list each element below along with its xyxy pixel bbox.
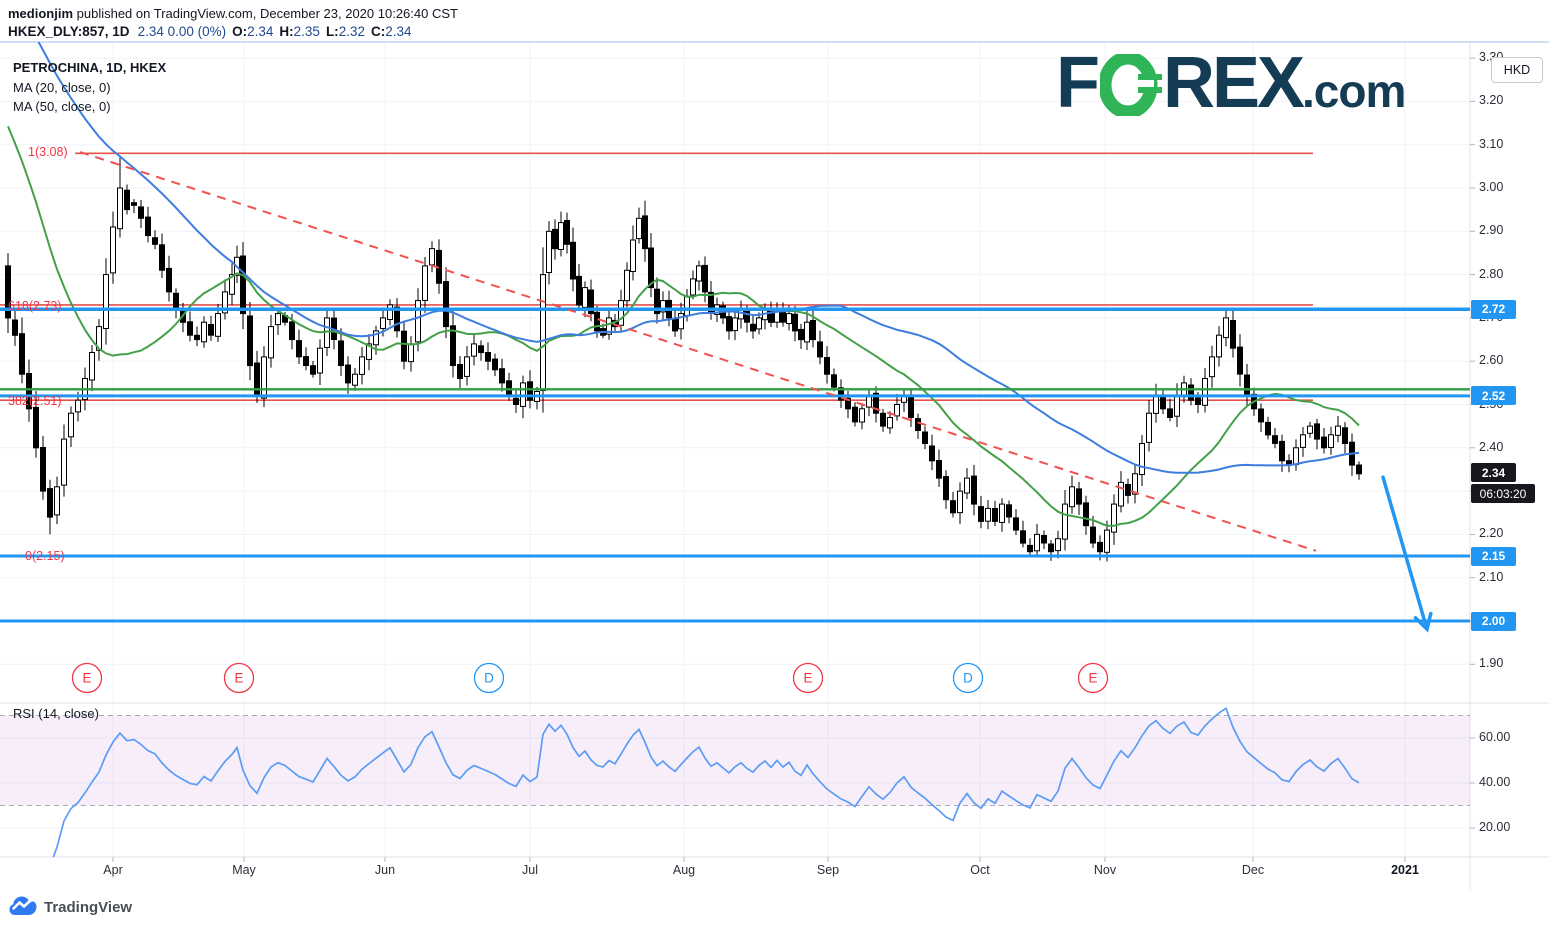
fib-level-label[interactable]: 1(3.08) — [28, 145, 68, 160]
tradingview-footer[interactable]: TradingView — [9, 894, 132, 921]
earnings-marker[interactable]: E — [71, 662, 103, 694]
earnings-marker[interactable]: E — [223, 662, 255, 694]
price-tick: 3.10 — [1479, 136, 1504, 151]
price-tick: 3.00 — [1479, 180, 1504, 194]
time-axis-label: Jul — [522, 863, 538, 877]
svg-text:E: E — [234, 671, 243, 686]
price-change: 2.34 0.00 (0%) — [137, 24, 227, 39]
forex-logo-com: .com — [1302, 65, 1406, 117]
fib-level-label[interactable]: 382(2.51) — [8, 394, 62, 409]
low-value: 2.32 — [338, 24, 365, 39]
countdown-badge: 06:03:20 — [1471, 484, 1535, 503]
svg-text:E: E — [1088, 671, 1097, 686]
tradingview-brand-text: TradingView — [44, 899, 133, 916]
currency-badge[interactable]: HKD — [1491, 57, 1543, 83]
price-tick: 1.90 — [1479, 656, 1504, 671]
time-axis-label: Sep — [816, 863, 840, 877]
fib-level-label[interactable]: 618(2.73) — [8, 299, 62, 314]
time-axis-label: Dec — [1241, 863, 1265, 877]
time-axis-label: Apr — [103, 863, 123, 877]
high-label: H: — [279, 24, 294, 39]
projection-arrow — [1381, 475, 1433, 633]
price-tick: 2.20 — [1479, 526, 1504, 541]
earnings-marker[interactable]: E — [792, 662, 824, 694]
time-axis-label: May — [232, 863, 256, 877]
level-price-badge: 2.15 — [1471, 546, 1516, 566]
time-axis-label: Nov — [1093, 863, 1117, 877]
rsi-indicator-label[interactable]: RSI (14, close) — [13, 706, 99, 721]
svg-text:D: D — [484, 671, 494, 686]
dividend-marker[interactable]: D — [473, 662, 505, 694]
rsi-line — [52, 707, 1360, 857]
forex-logo-f: F — [1056, 43, 1100, 123]
price-tick: 2.90 — [1479, 223, 1504, 238]
price-tick: 2.80 — [1479, 266, 1504, 281]
rsi-tick: 60.00 — [1479, 730, 1511, 744]
svg-text:E: E — [82, 671, 91, 686]
ma50-line — [37, 42, 1360, 474]
rsi-tick: 20.00 — [1479, 820, 1511, 834]
candles — [5, 157, 1362, 562]
forex-logo-o-icon — [1098, 51, 1162, 121]
high-value: 2.35 — [293, 24, 320, 39]
tradingview-logo-icon — [9, 894, 37, 921]
close-value: 2.34 — [385, 24, 412, 39]
forex-logo-rex: REX — [1162, 43, 1305, 123]
open-value: 2.34 — [247, 24, 274, 39]
svg-text:D: D — [963, 671, 973, 686]
time-axis-label: Aug — [672, 863, 696, 877]
earnings-marker[interactable]: E — [1077, 662, 1109, 694]
price-tick: 2.40 — [1479, 439, 1504, 454]
legend-ma50[interactable]: MA (50, close, 0) — [13, 99, 111, 114]
fib-level-label[interactable]: 0(2.15) — [25, 549, 65, 564]
legend-symbol[interactable]: PETROCHINA, 1D, HKEX — [13, 60, 167, 75]
publish-info: published on TradingView.com, December 2… — [73, 6, 458, 21]
close-label: C: — [370, 24, 386, 39]
level-price-badge: 2.00 — [1471, 611, 1516, 631]
last-price-badge: 2.34 — [1471, 463, 1516, 482]
svg-text:E: E — [803, 671, 812, 686]
author-name: medionjim — [8, 6, 74, 21]
publish-line: medionjim published on TradingView.com, … — [8, 6, 458, 21]
open-label: O: — [232, 24, 248, 39]
dividend-marker[interactable]: D — [952, 662, 984, 694]
ma20-line — [7, 125, 1360, 527]
time-axis-label: Oct — [970, 863, 990, 877]
price-tick: 3.20 — [1479, 93, 1504, 108]
legend-ma20[interactable]: MA (20, close, 0) — [13, 79, 111, 95]
forex-watermark: F REX .com — [1056, 43, 1406, 123]
rsi-tick: 40.00 — [1479, 775, 1511, 789]
level-price-badge: 2.72 — [1471, 299, 1516, 319]
low-label: L: — [325, 24, 339, 39]
chart-legend: PETROCHINA, 1D, HKEX MA (20, close, 0) M… — [13, 58, 166, 117]
time-axis-label: Jun — [374, 863, 396, 877]
time-axis-label: 2021 — [1391, 863, 1419, 877]
price-tick: 2.10 — [1479, 569, 1504, 584]
price-tick: 2.60 — [1479, 353, 1504, 368]
symbol-ohlc-line: HKEX_DLY:857, 1D 2.34 0.00 (0%) O:2.34 H:2.… — [8, 24, 412, 39]
symbol-title[interactable]: HKEX_DLY:857, 1D — [8, 24, 130, 39]
level-price-badge: 2.52 — [1471, 386, 1516, 406]
